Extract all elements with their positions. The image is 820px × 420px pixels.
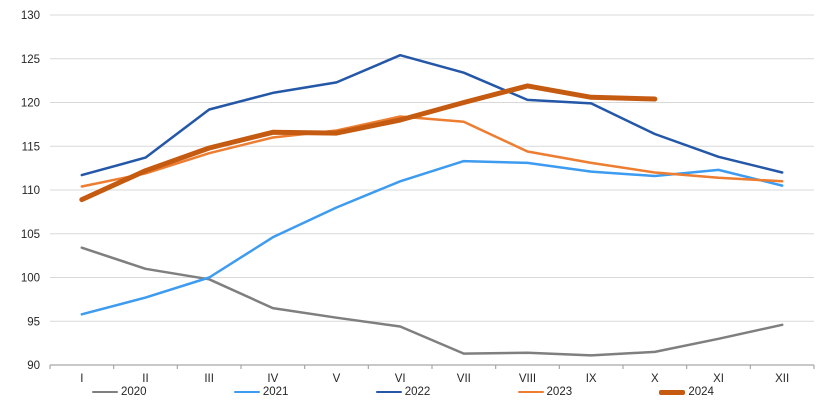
legend-swatch-2021 (233, 390, 260, 394)
series-line-2020 (80, 246, 784, 357)
legend-item-2021: 2021 (233, 386, 289, 398)
series-line-2024 (79, 83, 658, 203)
x-axis-label: V (333, 373, 341, 385)
y-axis-label: 100 (21, 273, 40, 285)
legend-label-2021: 2021 (262, 386, 289, 398)
chart-legend: 2020 2021 2022 2023 2024 (92, 386, 714, 398)
legend-swatch-2024 (659, 389, 686, 395)
legend-item-2020: 2020 (92, 386, 147, 398)
legend-item-2024: 2024 (659, 386, 714, 398)
legend-swatch-2022 (375, 390, 402, 394)
series-line-2021 (80, 159, 784, 316)
series-line-2023 (80, 115, 784, 188)
y-axis-label: 95 (27, 316, 40, 328)
legend-label-2020: 2020 (121, 386, 147, 398)
legend-label-2022: 2022 (404, 386, 431, 398)
legend-swatch-2020 (92, 390, 118, 394)
y-axis-label: 125 (21, 54, 40, 66)
y-axis-label: 120 (21, 98, 40, 110)
series-line-2022 (80, 53, 784, 177)
x-axis-label: III (204, 373, 214, 385)
legend-item-2022: 2022 (375, 386, 431, 398)
x-axis-label: VI (395, 373, 406, 385)
x-axis-label: IX (586, 373, 597, 385)
legend-label-2024: 2024 (688, 386, 714, 398)
x-axis-label: II (142, 373, 148, 385)
x-axis-label: XII (775, 373, 789, 385)
y-axis-label: 130 (21, 10, 40, 22)
x-axis-label: X (651, 373, 659, 385)
legend-item-2023: 2023 (517, 386, 573, 398)
legend-label-2023: 2023 (546, 386, 573, 398)
y-axis-label: 115 (22, 141, 40, 153)
x-axis-label: IV (267, 373, 278, 385)
y-axis-label: 105 (21, 229, 40, 241)
legend-swatch-2023 (517, 390, 544, 394)
y-axis-label: 110 (22, 185, 40, 197)
x-axis-label: VIII (519, 373, 536, 385)
x-axis-label: VII (457, 373, 471, 385)
y-axis-label: 90 (27, 360, 40, 372)
x-axis-label: XI (713, 373, 724, 385)
x-axis-label: I (80, 373, 83, 385)
